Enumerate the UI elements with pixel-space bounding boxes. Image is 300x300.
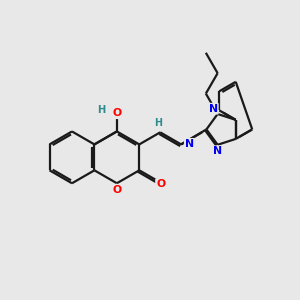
Text: N: N <box>185 139 194 149</box>
Text: N: N <box>208 104 218 114</box>
Text: O: O <box>156 179 165 189</box>
Text: O: O <box>112 108 122 118</box>
Text: N: N <box>213 146 222 156</box>
Text: H: H <box>154 118 162 128</box>
Text: O: O <box>112 185 122 195</box>
Text: H: H <box>98 105 106 115</box>
